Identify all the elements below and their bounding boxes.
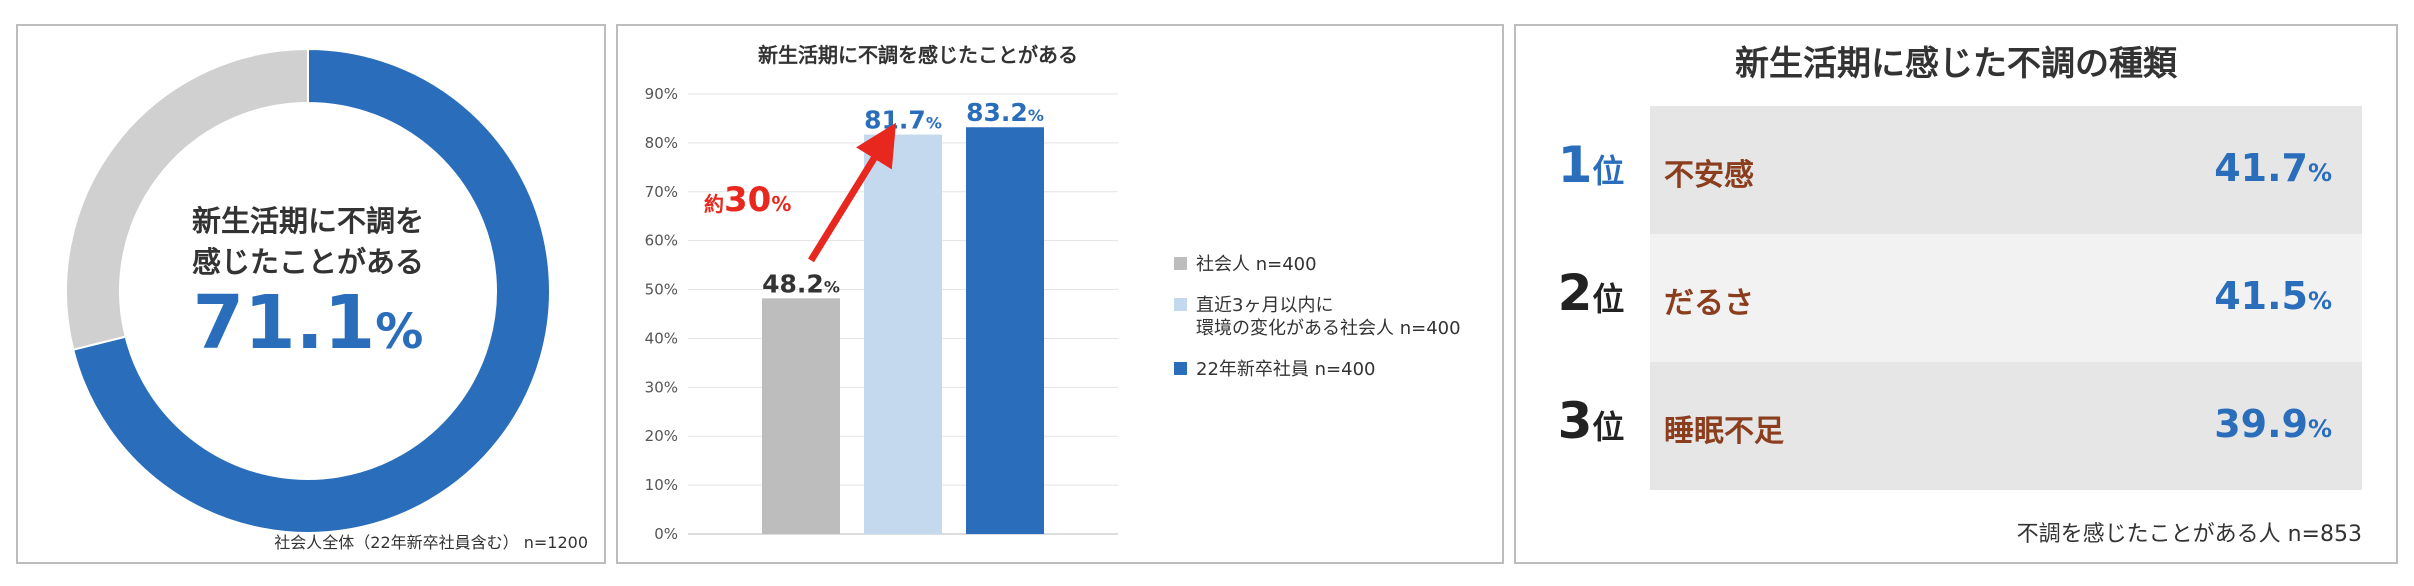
donut-title-line-2: 感じたことがある [192, 245, 424, 279]
donut-title-line-1: 新生活期に不調を [192, 204, 424, 238]
rank-number: 3 [1557, 392, 1593, 450]
rank-item-value: 41.5% [2214, 274, 2332, 318]
donut-slice-0 [72, 47, 551, 534]
bar-value-label: 48.2% [762, 269, 840, 298]
bar [762, 298, 840, 534]
annotation-unit: % [771, 192, 791, 216]
rank-unit: 位 [1592, 152, 1625, 190]
rank-value-number: 41.7 [2214, 146, 2308, 190]
annotation-prefix: 約 [704, 192, 724, 216]
rank-item-value: 41.7% [2214, 146, 2332, 190]
bar-value-number: 83.2 [966, 98, 1028, 127]
ranking-panel: 新生活期に感じた不調の種類 1位 不安感 41.7% 2位 だるさ 41.5% … [1514, 24, 2398, 564]
rank-item-name: 睡眠不足 [1664, 414, 1784, 449]
y-tick-label: 70% [645, 183, 678, 201]
donut-note: 社会人全体（22年新卒社員含む） n=1200 [274, 533, 588, 552]
rank-item-name: 不安感 [1664, 158, 1754, 193]
donut-panel: 新生活期に不調を 感じたことがある 71.1% 社会人全体（22年新卒社員含む）… [16, 24, 606, 564]
annotation-label: 約30% [704, 180, 791, 220]
bar-value-unit: % [926, 114, 942, 133]
rank-unit: 位 [1592, 408, 1625, 446]
annotation-arrow [808, 122, 897, 263]
rank-item-value: 39.9% [2214, 402, 2332, 446]
rank-label: 2位 [1536, 264, 1646, 322]
bar-value-label: 81.7% [864, 106, 942, 135]
ranking-row: 3位 睡眠不足 39.9% [1516, 362, 2396, 490]
donut-slice-1 [65, 47, 309, 351]
rank-item-name: だるさ [1664, 286, 1754, 321]
rank-unit: 位 [1592, 280, 1625, 318]
rank-item-box: だるさ 41.5% [1650, 234, 2362, 362]
rank-value-unit: % [2307, 287, 2332, 315]
y-tick-label: 90% [645, 85, 678, 103]
y-tick-label: 0% [654, 525, 678, 543]
rank-value-unit: % [2307, 159, 2332, 187]
bar-value-number: 48.2 [762, 269, 824, 298]
legend-label: 22年新卒社員 n=400 [1196, 359, 1375, 380]
bar-value-unit: % [1028, 106, 1044, 125]
y-tick-label: 50% [645, 281, 678, 299]
rank-item-box: 不安感 41.7% [1650, 106, 2362, 234]
bar-chart: 新生活期に不調を感じたことがある 0% 10% 20% 30% 40% 50% 60% 70%… [645, 43, 1461, 543]
rank-value-number: 39.9 [2214, 402, 2308, 446]
y-tick-label: 20% [645, 427, 678, 445]
legend-label: 直近3ヶ月以内に [1196, 295, 1333, 316]
legend-swatch [1174, 362, 1187, 375]
donut-chart: 新生活期に不調を 感じたことがある 71.1% 社会人全体（22年新卒社員含む）… [65, 47, 588, 552]
rank-item-box: 睡眠不足 39.9% [1650, 362, 2362, 490]
y-tick-label: 30% [645, 378, 678, 396]
rank-number: 1 [1557, 136, 1593, 194]
bar-value-unit: % [824, 277, 840, 296]
ranking-row: 2位 だるさ 41.5% [1516, 234, 2396, 362]
donut-center-unit: % [375, 304, 423, 360]
rank-value-unit: % [2307, 415, 2332, 443]
y-tick-label: 80% [645, 134, 678, 152]
y-tick-label: 10% [645, 476, 678, 494]
rank-label: 1位 [1536, 136, 1646, 194]
annotation-value: 30 [724, 180, 771, 220]
rank-number: 2 [1557, 264, 1593, 322]
legend-swatch [1174, 298, 1187, 311]
bar [864, 134, 942, 535]
bar-chart-title: 新生活期に不調を感じたことがある [758, 43, 1078, 67]
donut-center-value: 71.1 [193, 280, 376, 366]
legend-label: 環境の変化がある社会人 n=400 [1196, 318, 1461, 339]
y-tick-label: 40% [645, 329, 678, 347]
donut-center-value-group: 71.1% [193, 280, 424, 366]
bar [966, 127, 1044, 534]
ranking-row: 1位 不安感 41.7% [1516, 106, 2396, 234]
bar-value-number: 81.7 [864, 106, 926, 135]
rank-label: 3位 [1536, 392, 1646, 450]
ranking-note: 不調を感じたことがある人 n=853 [2016, 522, 2362, 547]
bar-value-label: 83.2% [966, 98, 1044, 127]
rank-value-number: 41.5 [2214, 274, 2308, 318]
bar-panel: 新生活期に不調を感じたことがある 0% 10% 20% 30% 40% 50% 60% 70%… [616, 24, 1504, 564]
legend-swatch [1174, 257, 1187, 270]
y-tick-label: 60% [645, 232, 678, 250]
legend-label: 社会人 n=400 [1196, 254, 1317, 275]
ranking-title: 新生活期に感じた不調の種類 [1735, 44, 2177, 84]
